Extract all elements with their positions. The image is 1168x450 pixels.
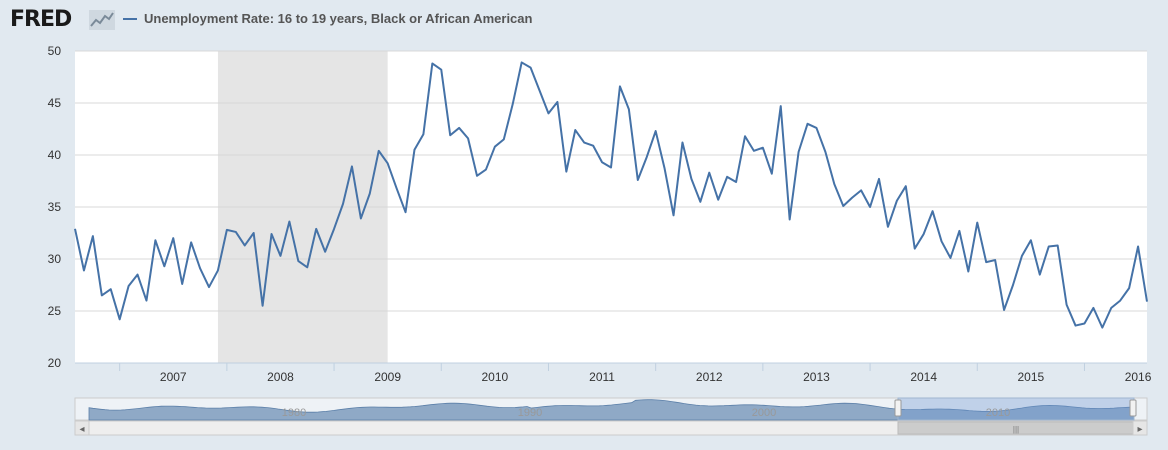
- y-tick-label: 25: [48, 304, 62, 318]
- fred-logo[interactable]: FRED: [10, 7, 72, 32]
- line-chart-icon: [89, 10, 115, 30]
- x-tick-label: 2007: [160, 370, 187, 384]
- x-tick-label: 2010: [482, 370, 509, 384]
- navigator-handle-left[interactable]: [894, 399, 902, 417]
- legend-swatch: [123, 18, 137, 20]
- scrollbar-left-button[interactable]: [74, 420, 90, 436]
- x-tick-label: 2012: [696, 370, 723, 384]
- series-group[interactable]: [74, 61, 1148, 329]
- series-line[interactable]: [74, 61, 1148, 329]
- navigator[interactable]: 1980 1990 2000 2010: [74, 397, 1148, 421]
- legend-series-label[interactable]: Unemployment Rate: 16 to 19 years, Black…: [144, 11, 533, 26]
- navigator-year-label: 1980: [282, 407, 306, 419]
- x-tick-label: 2014: [910, 370, 937, 384]
- grid-lines: [75, 50, 1147, 312]
- x-tick-label: 2011: [589, 370, 615, 384]
- y-tick-label: 30: [48, 252, 62, 266]
- chart-header: FRED Unemployment Rate: 16 to 19 years, …: [0, 0, 1168, 40]
- y-tick-label: 50: [48, 44, 62, 58]
- scroll-left-arrow-icon[interactable]: ◂: [79, 424, 84, 435]
- scroll-right-arrow-icon[interactable]: ▸: [1137, 424, 1142, 435]
- y-tick-label: 35: [48, 200, 62, 214]
- navigator-year-label: 2000: [752, 407, 776, 419]
- navigator-handle-right[interactable]: [1129, 399, 1137, 417]
- scrollbar-grip-icon: |||: [1013, 425, 1019, 434]
- y-tick-label: 20: [48, 356, 62, 370]
- navigator-series: [88, 399, 1135, 421]
- navigator-selection[interactable]: [897, 397, 1135, 421]
- x-tick-label: 2009: [374, 370, 401, 384]
- navigator-labels: 1980 1990 2000 2010: [282, 407, 1010, 419]
- y-tick-label: 45: [48, 96, 62, 110]
- scrollbar[interactable]: ◂ ||| ▸: [74, 420, 1148, 436]
- y-axis: 20 25 30 35 40 45 50: [48, 44, 62, 370]
- scrollbar-right-button[interactable]: [1132, 420, 1148, 436]
- x-tick-label: 2015: [1018, 370, 1045, 384]
- x-tick-label: 2016: [1125, 370, 1152, 384]
- navigator-year-label: 2010: [986, 407, 1010, 419]
- x-tick-label: 2013: [803, 370, 830, 384]
- x-axis: 2007 2008 2009 2010 2011 2012 2013 2014 2015 2016: [119, 363, 1152, 384]
- y-tick-label: 40: [48, 148, 62, 162]
- x-tick-label: 2008: [267, 370, 294, 384]
- navigator-year-label: 1990: [518, 407, 542, 419]
